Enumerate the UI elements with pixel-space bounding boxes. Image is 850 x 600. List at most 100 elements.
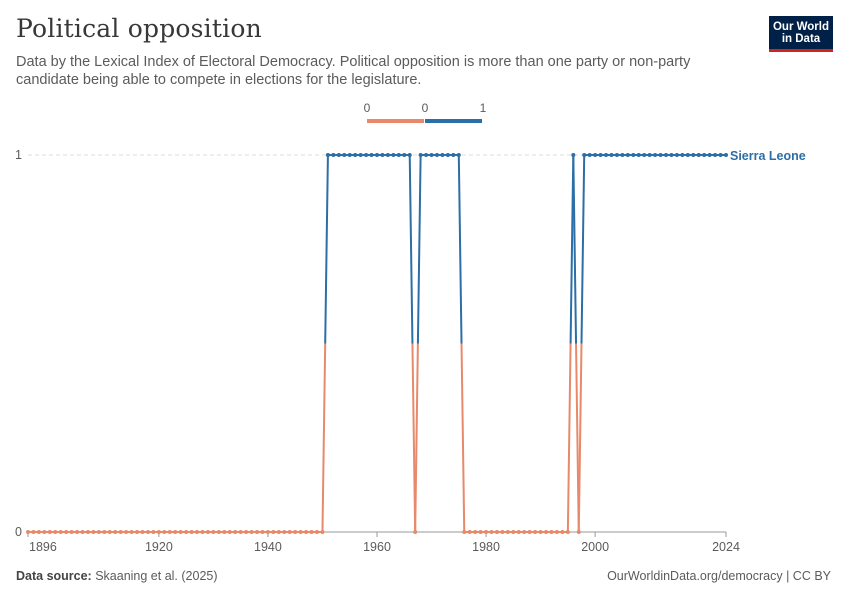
data-point [260,530,265,534]
data-point [195,530,200,534]
data-point [58,530,63,534]
data-point [69,530,74,534]
data-point [609,153,614,157]
data-point [473,530,478,534]
data-point [276,530,281,534]
data-point [653,153,658,157]
data-point [96,530,101,534]
data-point [325,153,330,157]
data-point [484,530,489,534]
data-point [565,530,570,534]
data-point [151,530,156,534]
data-point [369,153,374,157]
line-segment [324,154,329,344]
data-point [571,153,576,157]
data-point [216,530,221,534]
data-point [140,530,145,534]
data-point [189,530,194,534]
data-point [53,530,58,534]
line-segment [321,343,327,533]
data-point [380,153,385,157]
data-point [407,153,412,157]
line-segment [460,343,466,533]
data-point [233,530,238,534]
data-point [249,530,254,534]
x-tick-label: 1960 [363,540,391,554]
data-point [31,530,36,534]
data-point [124,530,129,534]
data-point [347,153,352,157]
data-point [707,153,712,157]
data-point [451,153,456,157]
series-label-sierra-leone: Sierra Leone [730,149,806,163]
data-point [364,153,369,157]
data-point [669,153,674,157]
data-point [582,153,587,157]
data-source-text: Skaaning et al. (2025) [91,569,218,583]
line-segment [457,154,463,344]
data-point [47,530,52,534]
data-point [353,153,358,157]
x-tick-label: 1940 [254,540,282,554]
logo-line-1: Our World [772,21,829,33]
data-point [107,530,112,534]
legend-label: 0 [422,101,429,115]
data-point [298,530,303,534]
owid-logo[interactable]: Our World in Data [769,16,833,52]
data-point [342,153,347,157]
data-point [598,153,603,157]
legend-label: 1 [480,101,487,115]
data-point [396,153,401,157]
data-point [680,153,685,157]
data-point [685,153,690,157]
data-point [674,153,679,157]
data-point [440,153,445,157]
data-point [385,153,390,157]
x-tick-label: 1980 [472,540,500,554]
data-point [293,530,298,534]
data-point [456,153,461,157]
data-point [36,530,41,534]
data-point [418,153,423,157]
data-point [85,530,90,534]
data-point [620,153,625,157]
data-point [647,153,652,157]
line-segment [577,343,583,533]
data-point [614,153,619,157]
data-point [113,530,118,534]
data-point [636,153,641,157]
data-point [527,530,532,534]
data-point [576,530,581,534]
data-point [402,153,407,157]
data-point [494,530,499,534]
data-point [549,530,554,534]
data-source: Data source: Skaaning et al. (2025) [16,569,218,583]
data-point [658,153,663,157]
data-point [533,530,538,534]
data-point [118,530,123,534]
data-point [178,530,183,534]
data-point [691,153,696,157]
data-point [516,530,521,534]
data-point [631,153,636,157]
data-point [445,153,450,157]
data-point [522,530,527,534]
data-point [391,153,396,157]
data-point [713,153,718,157]
y-tick-label: 1 [15,148,22,162]
data-point [271,530,276,534]
data-point [135,530,140,534]
x-tick-label: 1920 [145,540,173,554]
legend-label: 0 [364,101,371,115]
data-point [702,153,707,157]
data-point [467,530,472,534]
line-segment [414,343,419,533]
gridlines: 01 [15,148,726,539]
source-url[interactable]: OurWorldinData.org/democracy | CC BY [607,569,831,583]
data-point [162,530,167,534]
data-point [424,153,429,157]
data-point [205,530,210,534]
data-point [255,530,260,534]
x-tick-label: 1896 [29,540,57,554]
